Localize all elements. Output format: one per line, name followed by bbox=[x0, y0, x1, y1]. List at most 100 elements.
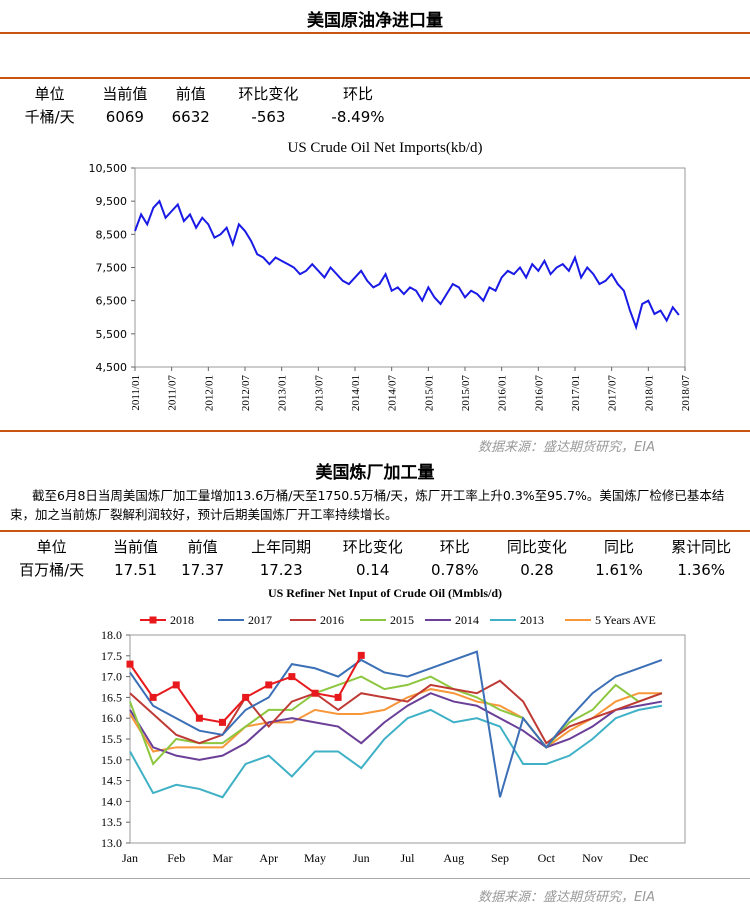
x-tick-label: Jul bbox=[400, 851, 415, 865]
point-marker bbox=[288, 673, 296, 681]
header-row: 单位 当前值 前值 环比变化 环比 bbox=[10, 82, 400, 105]
y-tick-label: 5,500 bbox=[96, 328, 128, 341]
x-tick-label: 2018/07 bbox=[680, 375, 692, 412]
header-cell: 单位 bbox=[36, 538, 67, 556]
plot-area bbox=[134, 167, 686, 368]
x-tick-label: 2014/07 bbox=[387, 375, 399, 412]
chart: US Refiner Net Input of Crude Oil (Mmbls… bbox=[101, 586, 686, 865]
y-tick-label: 13.5 bbox=[101, 815, 122, 829]
point-marker bbox=[126, 660, 134, 668]
header-cell: 同比 bbox=[604, 538, 635, 556]
point-marker bbox=[265, 681, 273, 689]
y-tick-label: 8,500 bbox=[96, 228, 128, 241]
x-tick-label: 2017/07 bbox=[607, 375, 619, 412]
rule bbox=[0, 530, 750, 532]
cell: 6069 bbox=[105, 107, 144, 126]
x-tick-label: Nov bbox=[582, 851, 603, 865]
series-line bbox=[129, 704, 663, 799]
y-tick-label: 16.0 bbox=[101, 711, 122, 725]
note: 截至6月8日当周美国炼厂加工量增加13.6万桶/天至1750.5万桶/天，炼厂开… bbox=[10, 488, 725, 522]
x-tick-label: Mar bbox=[213, 851, 233, 865]
row: 百万桶/天 17.51 17.37 17.23 0.14 0.78% 0.28 1.61% 1.… bbox=[2, 558, 747, 581]
legend-label: 2016 bbox=[320, 613, 344, 627]
x-tick-label: Oct bbox=[538, 851, 556, 865]
y-tick-label: 15.5 bbox=[101, 732, 122, 746]
cell: -563 bbox=[251, 107, 286, 126]
point-marker bbox=[242, 693, 250, 701]
x-tick-label: 2012/01 bbox=[203, 375, 215, 411]
cell: -8.49% bbox=[331, 107, 385, 126]
legend-label: 2013 bbox=[520, 613, 544, 627]
y-tick-label: 13.0 bbox=[101, 836, 122, 850]
x-tick-label: 2015/07 bbox=[460, 375, 472, 412]
header-cell: 前值 bbox=[175, 85, 206, 103]
point-marker bbox=[195, 714, 203, 722]
x-tick-label: Jan bbox=[122, 851, 138, 865]
cell: 0.78% bbox=[430, 560, 479, 579]
legend-label: 2014 bbox=[455, 613, 479, 627]
chart: US Crude Oil Net Imports(kb/d) 4,500 5,500… bbox=[89, 140, 693, 412]
header-cell: 同比变化 bbox=[506, 538, 567, 556]
y-tick-label: 7,500 bbox=[96, 262, 128, 275]
series-line bbox=[129, 675, 663, 766]
rule bbox=[0, 878, 750, 879]
cell: 百万桶/天 bbox=[19, 561, 85, 579]
header-row: 单位 当前值 前值 上年同期 环比变化 环比 同比变化 同比 累计同比 bbox=[2, 535, 747, 558]
cell: 0.28 bbox=[520, 560, 554, 579]
y-tick-label: 15.0 bbox=[101, 753, 122, 767]
series-line bbox=[129, 688, 662, 753]
x-tick-label: 2011/07 bbox=[167, 375, 179, 411]
header-cell: 上年同期 bbox=[251, 538, 312, 556]
header-cell: 当前值 bbox=[113, 538, 159, 556]
y-tick-label: 9,500 bbox=[96, 195, 128, 208]
series-line bbox=[129, 650, 663, 798]
x-tick-label: May bbox=[304, 851, 326, 865]
chart-title: US Crude Oil Net Imports(kb/d) bbox=[288, 140, 483, 156]
cell: 千桶/天 bbox=[24, 108, 75, 126]
cell: 0.14 bbox=[356, 560, 390, 579]
x-tick-label: 2013/01 bbox=[277, 375, 289, 411]
y-tick-label: 18.0 bbox=[101, 628, 122, 642]
x-tick-label: 2014/01 bbox=[350, 375, 362, 411]
x-tick-label: Aug bbox=[443, 851, 464, 865]
x-tick-label: 2018/01 bbox=[643, 375, 655, 411]
y-tick-label: 14.5 bbox=[101, 774, 122, 788]
data-line bbox=[134, 199, 680, 331]
header-cell: 累计同比 bbox=[671, 538, 732, 556]
x-tick-label: Jun bbox=[353, 851, 370, 865]
point-marker bbox=[334, 693, 342, 701]
cell: 17.51 bbox=[114, 560, 158, 579]
section-title: 美国原油净进口量 bbox=[307, 11, 443, 31]
x-tick-label: 2013/07 bbox=[313, 375, 325, 412]
legend-label: 2017 bbox=[248, 613, 272, 627]
section-title: 美国炼厂加工量 bbox=[315, 463, 435, 483]
header-cell: 环比 bbox=[342, 85, 373, 103]
rule bbox=[0, 32, 750, 34]
header-cell: 环比 bbox=[439, 538, 470, 556]
chart-title: US Refiner Net Input of Crude Oil (Mmbls… bbox=[268, 586, 502, 600]
table: 单位 当前值 前值 上年同期 环比变化 环比 同比变化 同比 累计同比 百万桶/天 17.51 17.… bbox=[2, 535, 747, 581]
header-cell: 单位 bbox=[34, 85, 65, 103]
source: 数据来源：盛达期货研究，EIA bbox=[478, 890, 655, 905]
cell: 17.23 bbox=[259, 560, 303, 579]
legend-label: 2018 bbox=[170, 613, 194, 627]
y-tick-label: 16.5 bbox=[101, 690, 122, 704]
point-marker bbox=[357, 651, 365, 659]
table: 单位 当前值 前值 环比变化 环比 千桶/天 6069 6632 -563 -8.49% bbox=[10, 82, 400, 128]
point-marker bbox=[311, 689, 319, 697]
x-tick-label: 2012/07 bbox=[240, 375, 252, 412]
row: 千桶/天 6069 6632 -563 -8.49% bbox=[10, 105, 400, 128]
x-tick-label: 2011/01 bbox=[130, 375, 142, 411]
point-marker bbox=[172, 681, 180, 689]
legend-label: 2015 bbox=[390, 613, 414, 627]
cell: 1.61% bbox=[595, 560, 643, 579]
x-tick-label: 2016/01 bbox=[497, 375, 509, 411]
header-cell: 环比变化 bbox=[342, 538, 403, 556]
cell: 1.36% bbox=[677, 560, 726, 579]
series-line bbox=[129, 692, 663, 761]
series-line bbox=[129, 679, 663, 745]
x-tick-label: 2017/01 bbox=[570, 375, 582, 411]
y-tick-label: 17.5 bbox=[101, 649, 122, 663]
cell: 17.37 bbox=[181, 560, 225, 579]
x-tick-label: Feb bbox=[167, 851, 185, 865]
